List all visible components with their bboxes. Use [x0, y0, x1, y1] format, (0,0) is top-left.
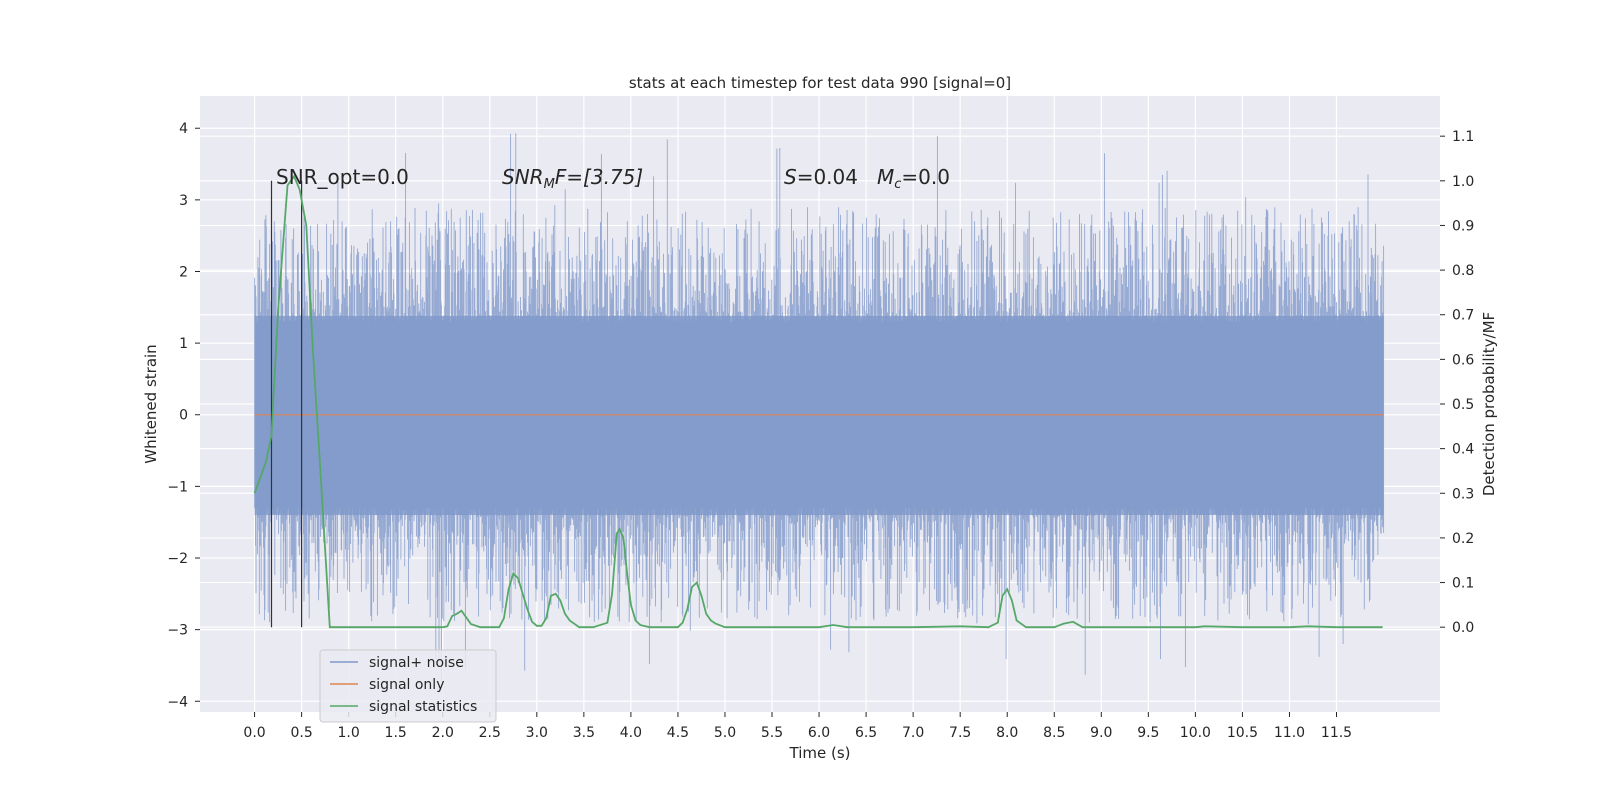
y-left-tick-label: −4: [167, 694, 188, 710]
chart-title: stats at each timestep for test data 990…: [629, 74, 1011, 92]
annotation-snr-mf: SNRMF=[3.75]: [502, 165, 643, 192]
y-right-tick-label: 1.0: [1452, 174, 1474, 190]
x-tick-label: 6.0: [808, 725, 830, 741]
y-right-tick-label: 1.1: [1452, 129, 1474, 145]
x-tick-label: 4.0: [620, 725, 642, 741]
x-tick-label: 2.5: [479, 725, 501, 741]
series-signal-plus-noise: [254, 133, 1385, 682]
x-tick-label: 6.5: [855, 725, 877, 741]
signal-statistics-line: [253, 174, 1383, 629]
y-left-tick-label: 3: [179, 193, 188, 209]
x-tick-label: 1.0: [338, 725, 360, 741]
x-tick-label: 1.5: [385, 725, 407, 741]
legend-label-signal-statistics: signal statistics: [369, 699, 477, 715]
y-right-tick-label: 0.3: [1452, 486, 1474, 502]
y-left-tick-label: −1: [167, 479, 188, 495]
y-left-axis-ticks: −4 −3 −2 −1 0 1 2 3 4: [167, 121, 200, 710]
legend-label-signal-only: signal only: [369, 677, 444, 693]
y-right-tick-label: 0.8: [1452, 263, 1474, 279]
legend: signal+ noise signal only signal statist…: [319, 649, 497, 723]
x-tick-label: 3.5: [573, 725, 595, 741]
y-left-tick-label: 2: [179, 264, 188, 280]
annotation-s: S=0.04: [784, 165, 858, 189]
legend-box: [319, 649, 497, 723]
y-right-tick-label: 0.0: [1452, 620, 1474, 636]
y-left-tick-label: 0: [179, 408, 188, 424]
x-tick-label: 4.5: [667, 725, 689, 741]
x-tick-label: 7.0: [902, 725, 924, 741]
y-left-tick-label: 4: [179, 121, 188, 137]
y-left-axis-label: Whitened strain: [142, 344, 160, 463]
x-tick-label: 0.0: [243, 725, 265, 741]
y-right-tick-label: 0.7: [1452, 308, 1474, 324]
x-tick-label: 10.0: [1180, 725, 1211, 741]
y-right-axis-ticks: 0.0 0.1 0.2 0.3 0.4 0.5 0.6 0.7 0.8 0.9 1.0 1.1: [1440, 129, 1474, 636]
series-signal-statistics: [253, 174, 1383, 629]
y-right-tick-label: 0.1: [1452, 576, 1474, 592]
y-right-tick-label: 0.5: [1452, 397, 1474, 413]
x-tick-label: 9.5: [1137, 725, 1159, 741]
x-tick-label: 11.5: [1321, 725, 1352, 741]
y-left-tick-label: −2: [167, 551, 188, 567]
y-right-axis-label: Detection probability/MF: [1480, 312, 1498, 496]
y-right-tick-label: 0.2: [1452, 531, 1474, 547]
x-axis-ticks: 0.0 0.5 1.0 1.5 2.0 2.5 3.0 3.5 4.0 4.5 5.0 5.5 6.0 6…: [243, 712, 1352, 741]
y-left-tick-label: −3: [167, 623, 188, 639]
x-tick-label: 0.5: [290, 725, 312, 741]
vertical-markers: [270, 180, 303, 628]
y-right-tick-label: 0.6: [1452, 352, 1474, 368]
x-tick-label: 8.5: [1043, 725, 1065, 741]
x-tick-label: 9.0: [1090, 725, 1112, 741]
x-tick-label: 8.0: [996, 725, 1018, 741]
y-right-tick-label: 0.4: [1452, 442, 1474, 458]
x-tick-label: 3.0: [526, 725, 548, 741]
x-tick-label: 7.5: [949, 725, 971, 741]
legend-label-signal-plus-noise: signal+ noise: [369, 655, 464, 671]
y-left-tick-label: 1: [179, 336, 188, 352]
x-tick-label: 5.5: [761, 725, 783, 741]
annotation-mc: Mc=0.0: [877, 165, 950, 192]
y-right-tick-label: 0.9: [1452, 218, 1474, 234]
annotation-snr-opt: SNR_opt=0.0: [276, 165, 409, 189]
x-tick-label: 10.5: [1227, 725, 1258, 741]
x-tick-label: 2.0: [432, 725, 454, 741]
x-axis-label: Time (s): [789, 744, 851, 762]
x-tick-label: 11.0: [1274, 725, 1305, 741]
x-tick-label: 5.0: [714, 725, 736, 741]
